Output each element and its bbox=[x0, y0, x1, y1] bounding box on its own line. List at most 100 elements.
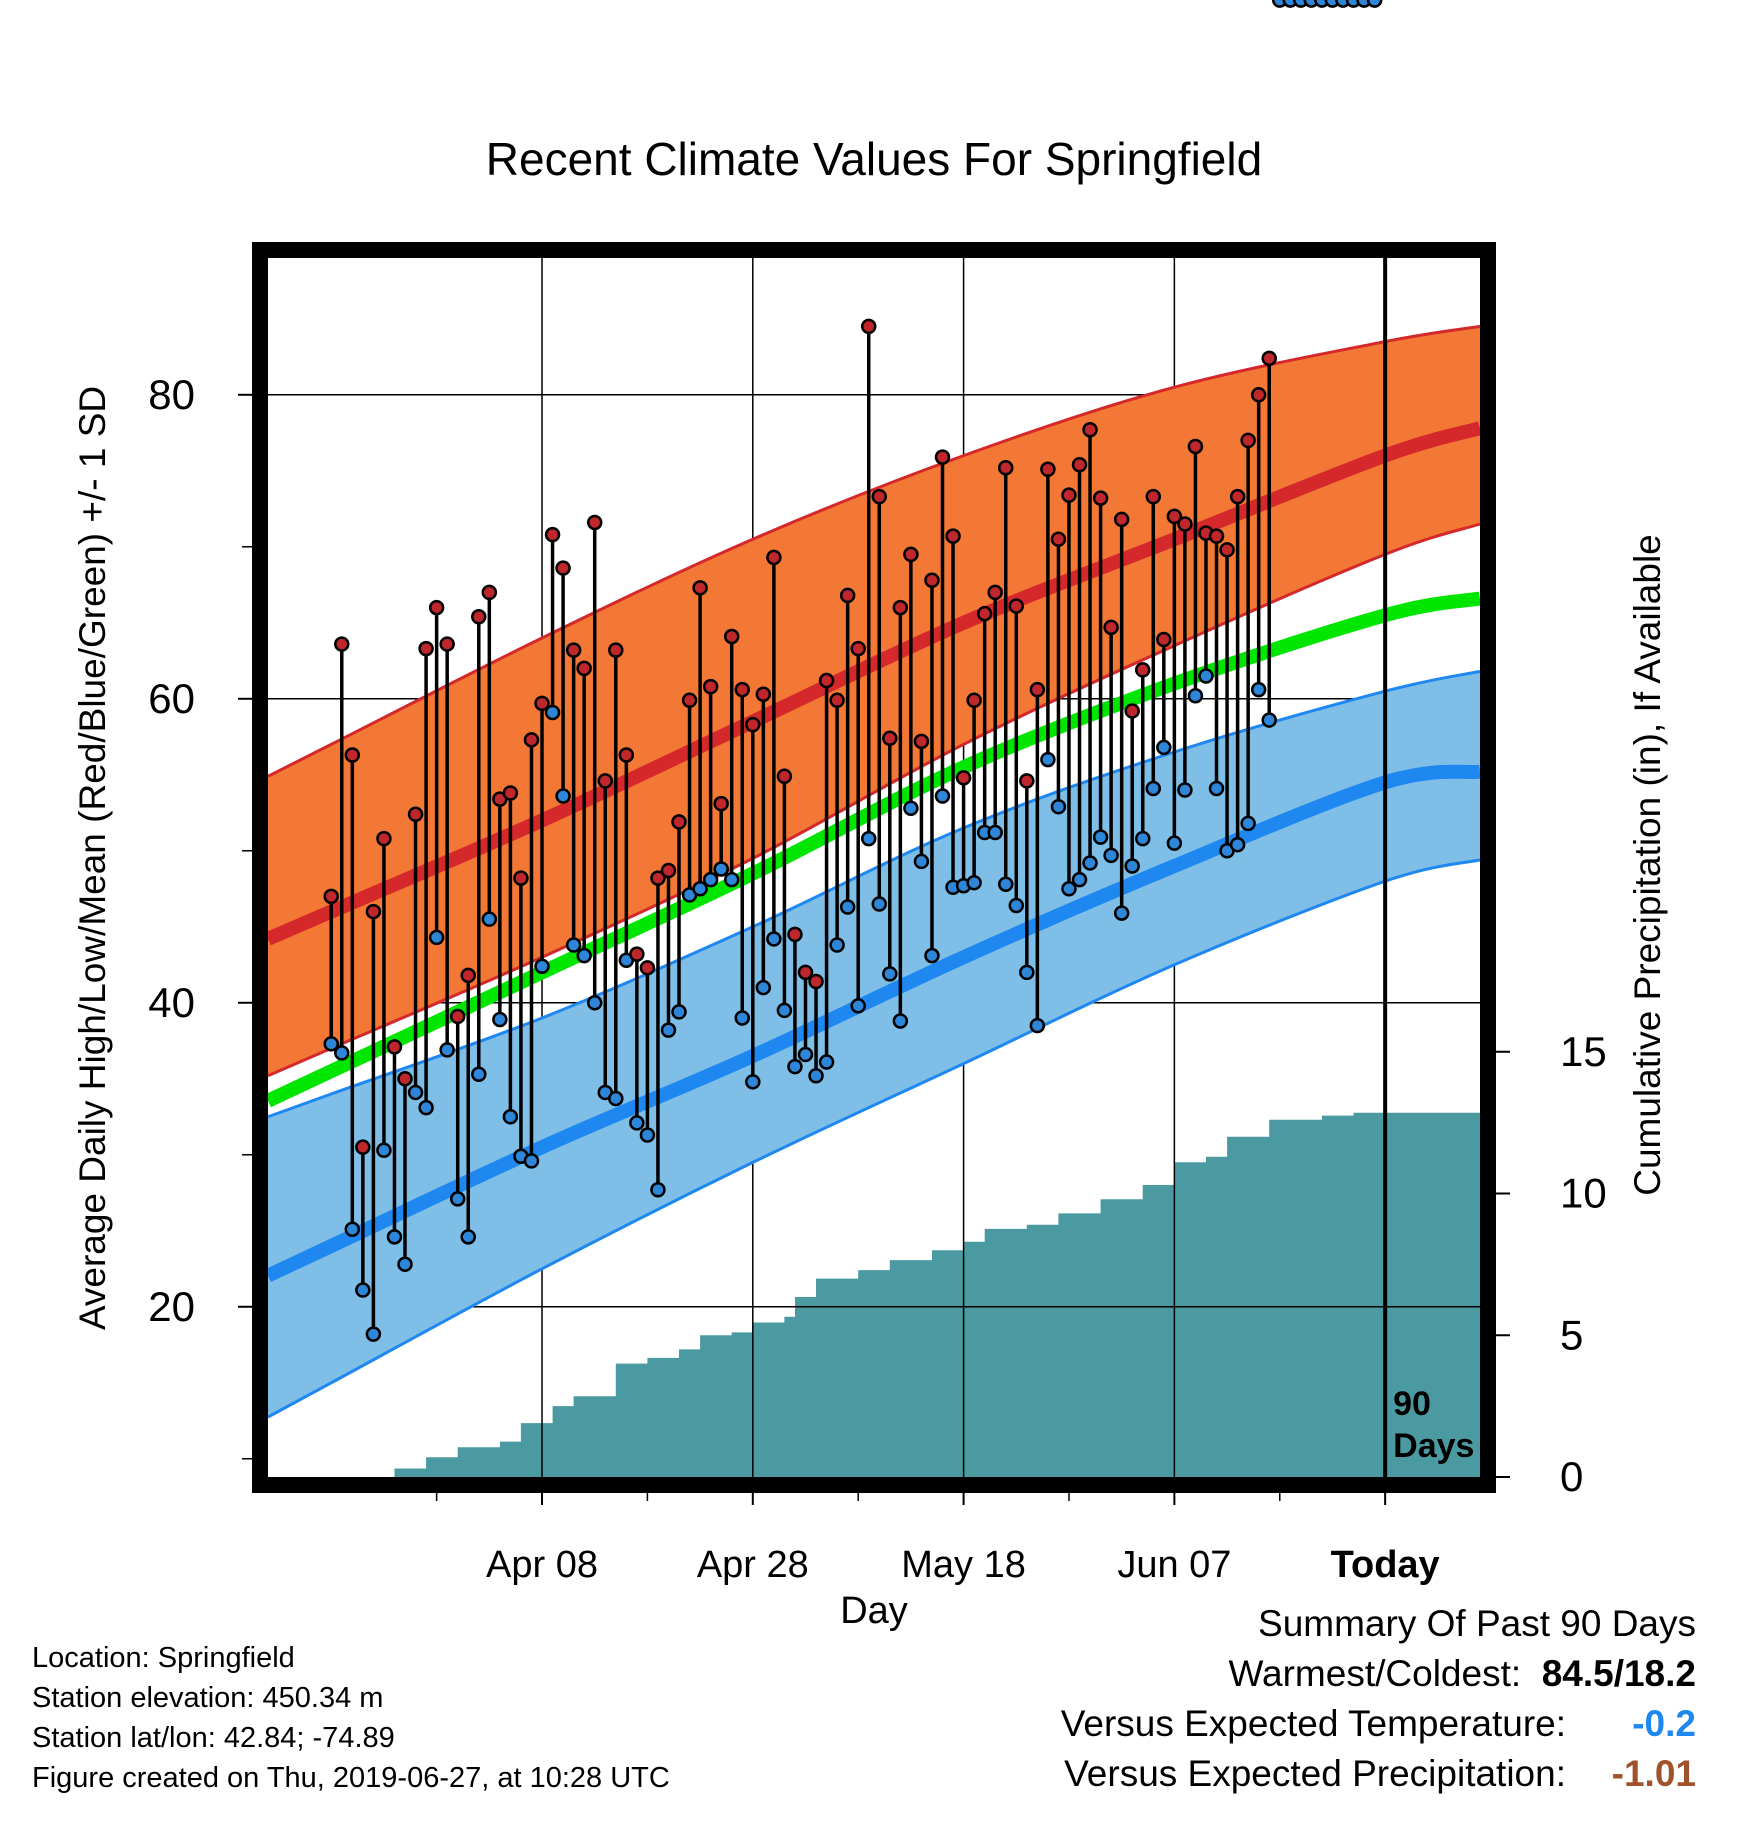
x-tick-label: Apr 28 bbox=[697, 1544, 809, 1586]
daily-high-point bbox=[1134, 662, 1151, 678]
daily-high-point bbox=[344, 747, 361, 763]
daily-high-point bbox=[1103, 619, 1119, 636]
daily-high-point bbox=[397, 1071, 413, 1087]
daily-high-point bbox=[1040, 461, 1056, 478]
daily-low-point bbox=[1124, 858, 1140, 874]
latlon-text: Station lat/lon: 42.84; -74.89 bbox=[32, 1722, 395, 1754]
daily-high-point bbox=[544, 526, 561, 543]
daily-low-point bbox=[713, 861, 729, 877]
daily-high-point bbox=[702, 678, 719, 695]
warm-cold-value: 84.5/18.2 bbox=[1541, 1653, 1696, 1694]
daily-high-point bbox=[755, 686, 772, 702]
daily-high-point bbox=[1113, 511, 1130, 528]
daily-high-point bbox=[871, 488, 888, 505]
y-left-tick-label: 40 bbox=[148, 979, 195, 1026]
daily-low-point bbox=[355, 1282, 371, 1298]
daily-low-point bbox=[723, 871, 740, 888]
precip-label: Versus Expected Precipitation: bbox=[1064, 1753, 1566, 1794]
daily-low-point bbox=[1040, 751, 1056, 768]
daily-high-point bbox=[618, 747, 635, 763]
daily-low-point bbox=[660, 1022, 677, 1038]
daily-low-point bbox=[1103, 847, 1119, 864]
y-axis-label-left: Average Daily High/Low/Mean (Red/Blue/Gr… bbox=[72, 386, 113, 1330]
daily-low-point bbox=[460, 1229, 476, 1245]
daily-low-point bbox=[439, 1042, 455, 1058]
daily-low-point bbox=[1261, 712, 1277, 728]
daily-low-point bbox=[745, 1074, 761, 1090]
daily-low-point bbox=[481, 911, 498, 927]
daily-low-point bbox=[629, 1115, 645, 1131]
daily-high-point bbox=[808, 973, 824, 990]
daily-low-point bbox=[449, 1191, 466, 1207]
daily-low-point bbox=[966, 874, 982, 891]
daily-low-point bbox=[555, 788, 571, 804]
daily-high-point bbox=[1166, 508, 1183, 525]
daily-low-point bbox=[913, 853, 930, 870]
y-left-tick-label: 20 bbox=[148, 1283, 195, 1330]
daily-high-point bbox=[608, 642, 624, 658]
daily-low-point bbox=[376, 1142, 392, 1158]
daily-high-point bbox=[766, 549, 782, 566]
daily-high-point bbox=[460, 967, 476, 984]
daily-high-point bbox=[650, 870, 666, 886]
daily-low-point bbox=[692, 881, 708, 897]
daily-low-point bbox=[502, 1109, 519, 1125]
daily-high-point bbox=[513, 870, 529, 886]
daily-low-point bbox=[734, 1010, 751, 1026]
daily-low-point bbox=[334, 1045, 350, 1061]
daily-low-point bbox=[860, 830, 877, 847]
summary-precip: Versus Expected Precipitation: -1.01 bbox=[1064, 1753, 1696, 1795]
x-tick-label: Today bbox=[1331, 1544, 1440, 1586]
daily-high-point bbox=[555, 560, 571, 576]
location-text: Location: Springfield bbox=[32, 1642, 295, 1674]
daily-high-point bbox=[597, 773, 614, 789]
created-text: Figure created on Thu, 2019-06-27, at 10… bbox=[32, 1762, 670, 1794]
daily-low-point bbox=[797, 1046, 814, 1063]
high-band-upper-edge bbox=[267, 324, 1481, 778]
warm-cold-label: Warmest/Coldest: bbox=[1228, 1653, 1522, 1694]
daily-low-point bbox=[829, 937, 845, 953]
daily-high-point bbox=[428, 599, 445, 616]
daily-high-point bbox=[1187, 438, 1204, 455]
daily-high-point bbox=[966, 692, 982, 709]
daily-low-point bbox=[365, 1326, 382, 1342]
daily-low-point bbox=[397, 1256, 413, 1272]
daily-high-point bbox=[1177, 516, 1193, 532]
daily-low-point bbox=[1134, 830, 1151, 847]
daily-low-point bbox=[755, 979, 772, 996]
daily-high-point bbox=[797, 964, 814, 981]
daily-low-point bbox=[1240, 815, 1256, 832]
y-right-tick-label: 15 bbox=[1560, 1028, 1607, 1075]
daily-low-point bbox=[1198, 668, 1214, 684]
daily-low-point bbox=[1250, 681, 1267, 698]
daily-high-point bbox=[745, 716, 761, 733]
daily-high-point bbox=[439, 636, 455, 652]
daily-high-point bbox=[418, 640, 434, 657]
summary-heading: Summary Of Past 90 Days bbox=[1258, 1603, 1696, 1644]
daily-high-point bbox=[1050, 531, 1067, 547]
daily-high-point bbox=[903, 546, 919, 563]
y-right-tick-label: 0 bbox=[1560, 1453, 1583, 1500]
daily-high-point bbox=[1071, 456, 1088, 473]
daily-high-point bbox=[334, 636, 350, 652]
daily-high-point bbox=[713, 795, 729, 812]
days-count-label: 90 bbox=[1393, 1385, 1431, 1423]
daily-high-point bbox=[471, 608, 487, 625]
daily-low-point bbox=[850, 998, 866, 1014]
daily-low-point bbox=[882, 966, 898, 982]
daily-high-point bbox=[565, 642, 582, 658]
daily-high-point bbox=[882, 730, 898, 747]
daily-low-point bbox=[1145, 780, 1162, 797]
days-word-label: Days bbox=[1393, 1427, 1474, 1465]
daily-low-point bbox=[1177, 782, 1193, 798]
daily-high-point bbox=[955, 770, 972, 786]
daily-high-point bbox=[1092, 490, 1109, 506]
daily-low-point bbox=[987, 824, 1003, 841]
daily-low-point bbox=[1208, 780, 1225, 797]
daily-low-point bbox=[818, 1054, 835, 1070]
daily-low-point bbox=[639, 1127, 656, 1143]
daily-high-point bbox=[1250, 387, 1267, 403]
daily-high-point bbox=[987, 584, 1003, 601]
daily-high-point bbox=[997, 460, 1014, 476]
